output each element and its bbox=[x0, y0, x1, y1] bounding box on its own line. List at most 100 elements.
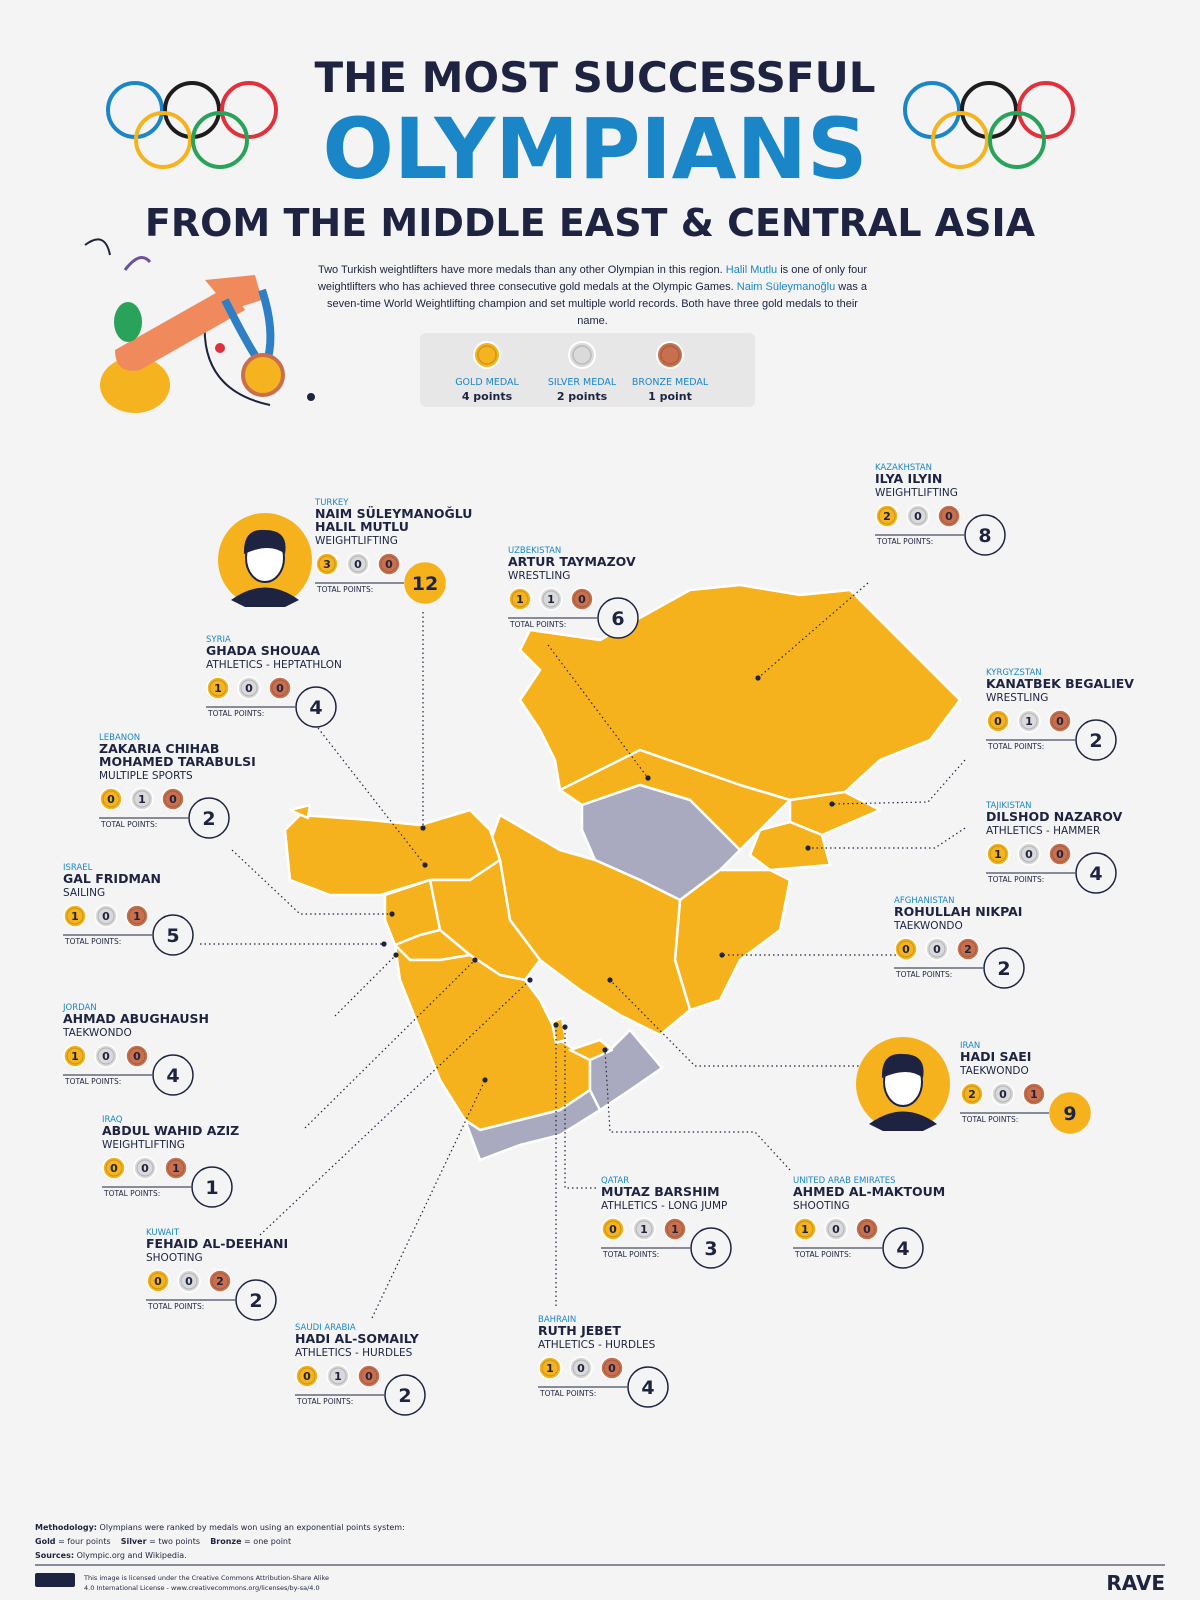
map-dot bbox=[755, 675, 761, 681]
medal bbox=[377, 552, 401, 576]
medal-inner bbox=[97, 907, 115, 925]
legend-medal-ring bbox=[477, 345, 497, 365]
medal bbox=[894, 937, 918, 961]
avatar-hair bbox=[881, 1053, 924, 1078]
total-points: 9 bbox=[1063, 1103, 1076, 1125]
total-points-label: TOTAL POINTS: bbox=[895, 970, 952, 979]
total-points: 12 bbox=[412, 573, 438, 595]
medal-inner bbox=[827, 1220, 845, 1238]
brand: RAVE bbox=[1106, 1571, 1165, 1595]
total-points-label: TOTAL POINTS: bbox=[64, 1077, 121, 1086]
olympian-name: RUTH JEBET bbox=[538, 1323, 621, 1338]
medal-inner bbox=[240, 679, 258, 697]
country-label: KUWAIT bbox=[146, 1228, 180, 1238]
medal bbox=[663, 1217, 687, 1241]
country-label: QATAR bbox=[601, 1176, 629, 1186]
map-dot bbox=[381, 941, 387, 947]
map-dot bbox=[482, 1077, 488, 1083]
medal bbox=[237, 676, 261, 700]
sport-label: WEIGHTLIFTING bbox=[875, 487, 958, 499]
total-points-label: TOTAL POINTS: bbox=[103, 1189, 160, 1198]
country-label: JORDAN bbox=[62, 1003, 97, 1013]
medal-count: 3 bbox=[323, 558, 331, 571]
footer-bold: Sources: bbox=[35, 1551, 74, 1560]
medal-inner bbox=[635, 1220, 653, 1238]
medal-count: 1 bbox=[546, 1362, 554, 1375]
medal-inner bbox=[360, 1367, 378, 1385]
medal bbox=[508, 587, 532, 611]
total-points-label: TOTAL POINTS: bbox=[316, 585, 373, 594]
medal bbox=[570, 587, 594, 611]
medal bbox=[1017, 842, 1041, 866]
medal-inner bbox=[102, 790, 120, 808]
medal-inner bbox=[666, 1220, 684, 1238]
medal-count: 0 bbox=[365, 1370, 373, 1383]
map-dot bbox=[562, 1024, 568, 1030]
medal-inner bbox=[1051, 845, 1069, 863]
total-points-label: TOTAL POINTS: bbox=[539, 1389, 596, 1398]
olympian-name: ABDUL WAHID AZIZ bbox=[102, 1123, 239, 1138]
olympian-name: GAL FRIDMAN bbox=[63, 871, 161, 886]
olympian-name: NAIM SÜLEYMANOĞLU bbox=[315, 506, 472, 521]
medal bbox=[824, 1217, 848, 1241]
medal-count: 1 bbox=[214, 682, 222, 695]
medal-count: 0 bbox=[902, 943, 910, 956]
medal-count: 0 bbox=[832, 1223, 840, 1236]
medal-inner bbox=[136, 1159, 154, 1177]
avatar-hair bbox=[243, 529, 286, 554]
sport-label: TAEKWONDO bbox=[893, 920, 963, 932]
medal bbox=[63, 1044, 87, 1068]
legend-medal-ring bbox=[572, 345, 592, 365]
country-label: IRAN bbox=[960, 1041, 980, 1051]
olympian-name: AHMAD ABUGHAUSH bbox=[63, 1011, 209, 1026]
medal-inner bbox=[1020, 712, 1038, 730]
medal-count: 1 bbox=[516, 593, 524, 606]
footer-line: Sources: Olympic.org and Wikipedia. bbox=[35, 1551, 187, 1560]
legend-points: 1 point bbox=[648, 390, 692, 403]
country-label: AFGHANISTAN bbox=[894, 896, 954, 906]
medal-inner bbox=[909, 507, 927, 525]
medal-inner bbox=[167, 1159, 185, 1177]
medal-inner bbox=[604, 1220, 622, 1238]
total-points-label: TOTAL POINTS: bbox=[100, 820, 157, 829]
leader-line bbox=[371, 1079, 486, 1319]
medal-count: 0 bbox=[385, 558, 393, 571]
medal-count: 1 bbox=[138, 793, 146, 806]
total-points-label: TOTAL POINTS: bbox=[296, 1397, 353, 1406]
title-line-1: THE MOST SUCCESSFUL bbox=[315, 53, 876, 102]
sport-label: ATHLETICS - HAMMER bbox=[986, 825, 1100, 837]
leader-line bbox=[317, 727, 426, 866]
medal bbox=[632, 1217, 656, 1241]
medal bbox=[600, 1356, 624, 1380]
olympian-name: MUTAZ BARSHIM bbox=[601, 1184, 720, 1199]
medal-inner bbox=[959, 940, 977, 958]
medal-inner bbox=[878, 507, 896, 525]
total-points: 3 bbox=[704, 1238, 717, 1260]
medal-inner bbox=[796, 1220, 814, 1238]
medal-inner bbox=[573, 590, 591, 608]
medal bbox=[206, 676, 230, 700]
total-points: 4 bbox=[166, 1065, 179, 1087]
leader-line bbox=[547, 644, 649, 779]
total-points: 1 bbox=[205, 1177, 218, 1199]
medal-illustration bbox=[84, 238, 315, 413]
olympian-name: GHADA SHOUAA bbox=[206, 643, 320, 658]
footer-line: Gold = four points Silver = two points B… bbox=[35, 1537, 291, 1546]
title-line-3: FROM THE MIDDLE EAST & CENTRAL ASIA bbox=[145, 201, 1036, 245]
medal bbox=[315, 552, 339, 576]
medal-inner bbox=[105, 1159, 123, 1177]
medal-count: 0 bbox=[110, 1162, 118, 1175]
medal bbox=[569, 1356, 593, 1380]
medal bbox=[1017, 709, 1041, 733]
country-label: KYRGYZSTAN bbox=[986, 668, 1042, 678]
leader-line bbox=[304, 959, 476, 1129]
leader-line bbox=[564, 1027, 596, 1189]
medal bbox=[601, 1217, 625, 1241]
medal-inner bbox=[603, 1359, 621, 1377]
medal bbox=[125, 904, 149, 928]
medal-count: 1 bbox=[133, 910, 141, 923]
country-label: UZBEKISTAN bbox=[508, 546, 561, 556]
medal bbox=[793, 1217, 817, 1241]
medal bbox=[164, 1156, 188, 1180]
